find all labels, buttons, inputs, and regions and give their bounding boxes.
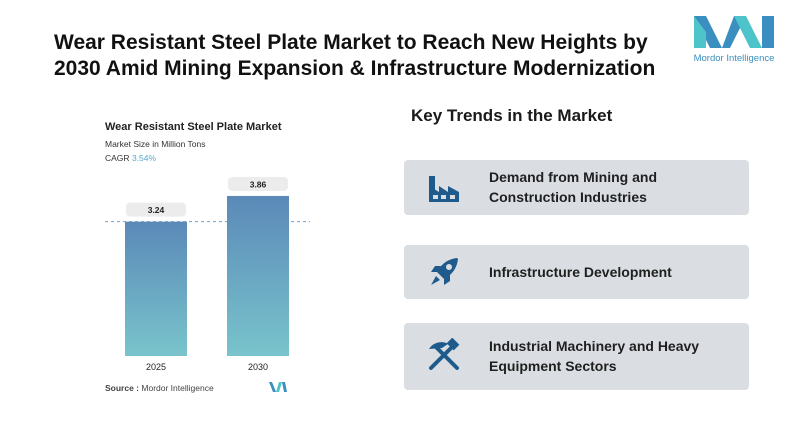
bar-2030 [227,195,289,356]
cagr-label: CAGR [105,153,130,163]
trend-label-mining: Demand from Mining and Construction Indu… [489,169,657,205]
chart-cagr: CAGR 3.54% [105,153,156,163]
value-label-bg-2030 [228,176,288,191]
value-label-bg-2025 [126,202,186,217]
value-label-2030: 3.86 [250,179,267,189]
mordor-logo-mark [694,16,774,48]
hammer-pickaxe-icon [429,338,460,370]
trend-card-mining: Demand from Mining and Construction Indu… [404,160,749,215]
source-value: Mordor Intelligence [141,383,214,393]
trend-card-infrastructure: Infrastructure Development [404,245,749,299]
cagr-value: 3.54% [131,153,157,163]
source-label: Source : [105,383,140,393]
value-label-2025: 3.24 [148,205,165,215]
trends-title: Key Trends in the Market [411,106,613,125]
brand-logo: Mordor Intelligence [688,12,780,64]
category-label-2030: 2030 [248,362,268,372]
brand-name: Mordor Intelligence [693,53,775,64]
page-title: Wear Resistant Steel Plate Market to Rea… [54,31,656,80]
trend-card-machinery: Industrial Machinery and Heavy Equipment… [404,323,749,390]
source-logo-icon [269,382,287,392]
trend-label-machinery: Industrial Machinery and Heavy Equipment… [489,338,700,374]
rocket-icon [431,258,458,285]
chart-source: Source : Mordor Intelligence [105,383,214,393]
bar-2025 [125,221,187,356]
chart-title: Wear Resistant Steel Plate Market [105,121,282,133]
factory-icon [429,176,459,202]
chart-subtitle: Market Size in Million Tons [105,139,206,149]
category-label-2025: 2025 [146,362,166,372]
trend-label-infrastructure: Infrastructure Development [489,264,672,280]
